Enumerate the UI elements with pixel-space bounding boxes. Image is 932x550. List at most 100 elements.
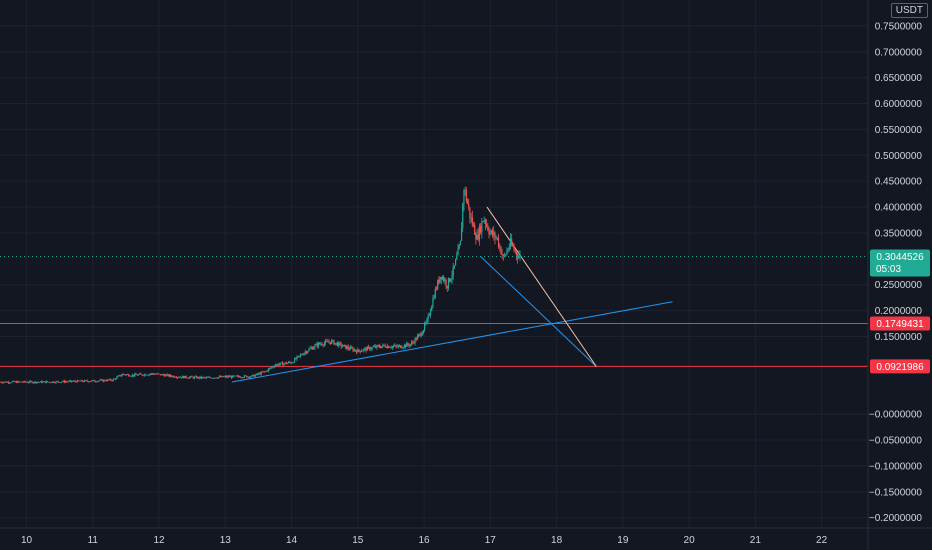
time-axis[interactable]: 10 11 12 13 14 15 16 17 18 19 20 21 22	[0, 527, 932, 546]
candle-body	[364, 348, 366, 349]
candle-body	[414, 338, 416, 344]
candle-body	[366, 346, 368, 351]
candle-body	[468, 203, 470, 208]
candle-body	[137, 374, 139, 376]
y-tick-label: 0.4000000	[875, 203, 923, 214]
candle-body	[484, 220, 487, 225]
candle-body	[90, 381, 92, 382]
candle-body	[237, 375, 240, 377]
candle-body	[75, 381, 77, 383]
candle-body	[127, 374, 129, 376]
candle-body	[273, 366, 275, 368]
candle-body	[339, 342, 341, 344]
candle-body	[42, 381, 44, 383]
candle-body	[293, 358, 296, 363]
candle-body	[357, 349, 359, 353]
current-price-value: 0.3044526	[876, 252, 924, 263]
current-price-countdown: 05:03	[876, 264, 901, 275]
candle-body	[45, 381, 48, 383]
candle-body	[438, 280, 440, 283]
candle-body	[5, 381, 7, 383]
candle-body	[283, 363, 285, 366]
candle-body	[103, 379, 105, 382]
candle-body	[205, 377, 207, 378]
candle-body	[119, 375, 122, 377]
candle-body	[395, 345, 397, 347]
candle-body	[279, 362, 281, 365]
candle-body	[138, 373, 141, 375]
candle-body	[389, 347, 391, 349]
candle-body	[513, 246, 515, 250]
candle-body	[496, 237, 498, 239]
y-tick-label: 0.2500000	[875, 280, 923, 291]
candle-body	[223, 376, 225, 378]
candle-body	[350, 347, 352, 350]
candle-body	[87, 381, 89, 382]
candle-body	[257, 373, 259, 375]
candle-body	[326, 340, 328, 342]
candle-body	[305, 351, 308, 353]
candle-body	[360, 351, 362, 352]
currency-label[interactable]: USDT	[890, 3, 928, 18]
candle-body	[315, 343, 317, 346]
candle-body	[280, 362, 283, 364]
candle-body	[465, 189, 467, 201]
candle-body	[171, 376, 173, 377]
current-price-tag	[870, 249, 930, 277]
candle-body	[482, 221, 484, 223]
candle-body	[431, 306, 433, 311]
candle-body	[66, 381, 68, 383]
candle-body	[284, 362, 286, 364]
candle-body	[435, 288, 438, 290]
candle-body	[202, 377, 204, 379]
candle-body	[172, 375, 174, 377]
candle-body	[338, 342, 340, 346]
candle-body	[61, 381, 63, 383]
horizontal-lines[interactable]	[0, 323, 868, 367]
candle-body	[243, 375, 246, 378]
candle-body	[291, 362, 293, 364]
candle-body	[500, 246, 502, 255]
candle-body	[296, 356, 298, 360]
candle-body	[433, 298, 435, 299]
candle-body	[255, 373, 258, 375]
trend-lines[interactable]	[231, 206, 673, 383]
candle-body	[220, 376, 222, 378]
candle-body	[358, 349, 360, 351]
candle-body	[168, 374, 170, 377]
candle-body	[19, 381, 21, 383]
candle-body	[356, 350, 358, 353]
price-axis[interactable]: 0.7500000 0.7000000 0.6500000 0.6000000 0.55…	[867, 0, 923, 550]
candle-body	[20, 381, 23, 383]
candle-body	[2, 382, 5, 383]
candle-body	[141, 374, 143, 376]
candle-body	[299, 354, 302, 356]
candle-body	[437, 280, 439, 290]
candle-body	[221, 376, 223, 378]
horizontal-line-tag-label: 0.1749431	[876, 319, 924, 330]
candle-body	[226, 376, 228, 378]
candle-body	[1, 382, 3, 384]
candle-body	[483, 220, 485, 222]
candle-body	[67, 381, 69, 383]
candle-body	[116, 376, 118, 379]
candle-body	[230, 376, 232, 378]
x-tick-label: 13	[220, 535, 232, 546]
candle-body	[334, 343, 336, 345]
candle-body	[18, 381, 20, 382]
candle-body	[369, 347, 371, 350]
candle-body	[313, 347, 315, 350]
candle-body	[70, 380, 73, 382]
candle-body	[440, 276, 442, 280]
candle-body	[452, 266, 454, 276]
candle-body	[178, 377, 180, 378]
y-tick-label: 0.6000000	[875, 99, 923, 110]
candle-body	[93, 380, 95, 382]
candle-body	[23, 381, 25, 383]
candle-body	[384, 345, 386, 348]
candle-body	[214, 377, 216, 379]
y-tick-label: 0.5500000	[875, 125, 923, 136]
candle-body	[495, 237, 497, 239]
